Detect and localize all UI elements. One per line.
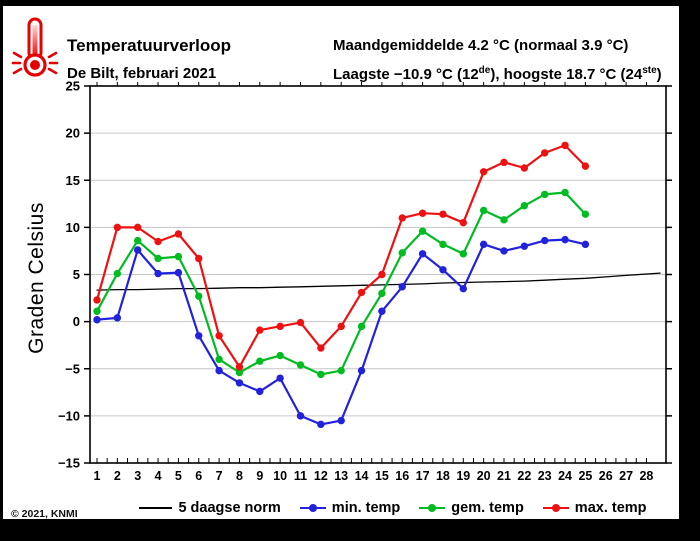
thermometer-icon — [11, 17, 59, 77]
legend-label: max. temp — [574, 500, 647, 516]
legend-label: min. temp — [331, 500, 401, 516]
stat-extremes-text: Laagste −10.9 °C (12 — [333, 66, 479, 83]
legend-label: gem. temp — [451, 500, 524, 516]
copyright-notice: © 2021, KNMI — [11, 508, 78, 520]
chart-title: Temperatuurverloop — [67, 36, 232, 55]
norm-line-sample — [139, 507, 173, 509]
chart-subtitle: De Bilt, februari 2021 — [67, 65, 217, 82]
superscript-ste: ste — [642, 65, 657, 76]
legend: 5 daagse norm min. temp gem. temp max. t… — [91, 500, 669, 516]
stat-month-mean: Maandgemiddelde 4.2 °C (normaal 3.9 °C) — [333, 37, 629, 54]
legend-item-norm: 5 daagse norm — [139, 500, 281, 516]
legend-item-gem: gem. temp — [419, 500, 524, 516]
legend-item-min: min. temp — [299, 500, 401, 516]
legend-label: 5 daagse norm — [178, 500, 281, 516]
superscript-de: de — [478, 65, 491, 76]
y-axis-title: Graden Celsius — [25, 202, 48, 354]
max-temp-marker-sample — [542, 503, 569, 513]
stat-extremes-text: ), hoogste 18.7 °C (24 — [490, 66, 643, 83]
stat-extremes: Laagste −10.9 °C (12de), hoogste 18.7 °C… — [333, 65, 662, 83]
gem-temp-marker-sample — [419, 503, 446, 513]
graph-panel: Temperatuurverloop De Bilt, februari 202… — [1, 4, 681, 521]
stat-extremes-text: ) — [656, 66, 662, 83]
legend-item-max: max. temp — [542, 500, 647, 516]
min-temp-marker-sample — [299, 503, 326, 513]
